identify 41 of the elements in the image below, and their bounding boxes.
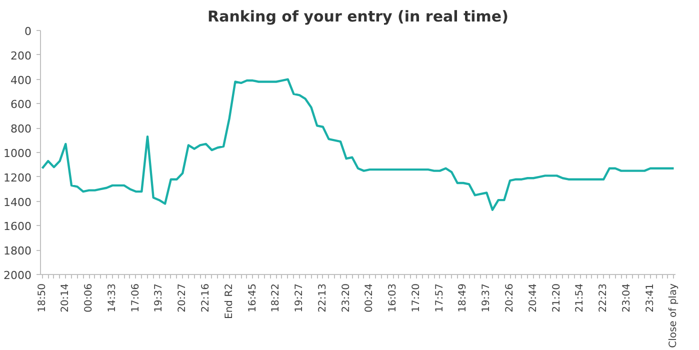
y-tick-label: 400: [10, 74, 32, 87]
x-tick-label: 17:20: [410, 283, 422, 312]
x-tick-label: 23:04: [621, 283, 632, 312]
y-tick-label: 1800: [4, 244, 32, 258]
x-tick-label: 22:23: [598, 283, 610, 312]
x-tick-label: 16:45: [247, 283, 258, 312]
x-tick-label: 14:33: [106, 283, 118, 312]
y-tick-label: 2000: [4, 269, 32, 282]
chart-title: Ranking of your entry (in real time): [208, 8, 508, 26]
x-tick-label: 18:49: [458, 283, 469, 312]
x-tick-label: 18:50: [36, 283, 48, 312]
y-tick-label: 600: [10, 98, 32, 112]
x-tick-label: 20:27: [177, 283, 188, 312]
x-tick-label: 21:54: [574, 283, 586, 312]
x-tick-label: Close of play: [668, 283, 680, 348]
x-tick-label: 19:27: [294, 283, 306, 312]
x-tick-label: 00:06: [84, 283, 95, 312]
x-tick-label: 20:26: [504, 283, 516, 312]
y-tick-label: 1400: [4, 196, 32, 209]
x-tick-label: 23:20: [340, 283, 352, 312]
x-tick-label: 18:22: [270, 283, 282, 312]
x-tick-label: 19:37: [481, 283, 492, 312]
x-tick-label: 17:57: [434, 283, 446, 312]
line-series: [41, 78, 675, 211]
x-tick-label: End R2: [224, 283, 235, 319]
x-tick-label: 00:24: [364, 283, 376, 312]
x-tick-label: 17:06: [130, 283, 142, 312]
x-tick-label: 20:44: [528, 283, 539, 312]
x-tick-label: 22:13: [317, 283, 328, 312]
x-tick-label: 16:03: [388, 283, 399, 312]
y-tick-label: 0: [24, 25, 32, 38]
x-tick-label: 23:41: [644, 283, 656, 312]
y-tick-label: 1600: [4, 220, 32, 234]
x-tick-label: 21:20: [551, 283, 562, 312]
y-tick-label: 200: [10, 49, 32, 62]
x-tick-label: 19:37: [154, 283, 165, 312]
y-tick-label: 1000: [4, 147, 32, 160]
y-tick-label: 1200: [4, 171, 32, 184]
y-tick-label: 800: [10, 122, 32, 136]
x-tick-label: 20:14: [60, 283, 72, 312]
x-tick-label: 22:16: [200, 283, 212, 312]
